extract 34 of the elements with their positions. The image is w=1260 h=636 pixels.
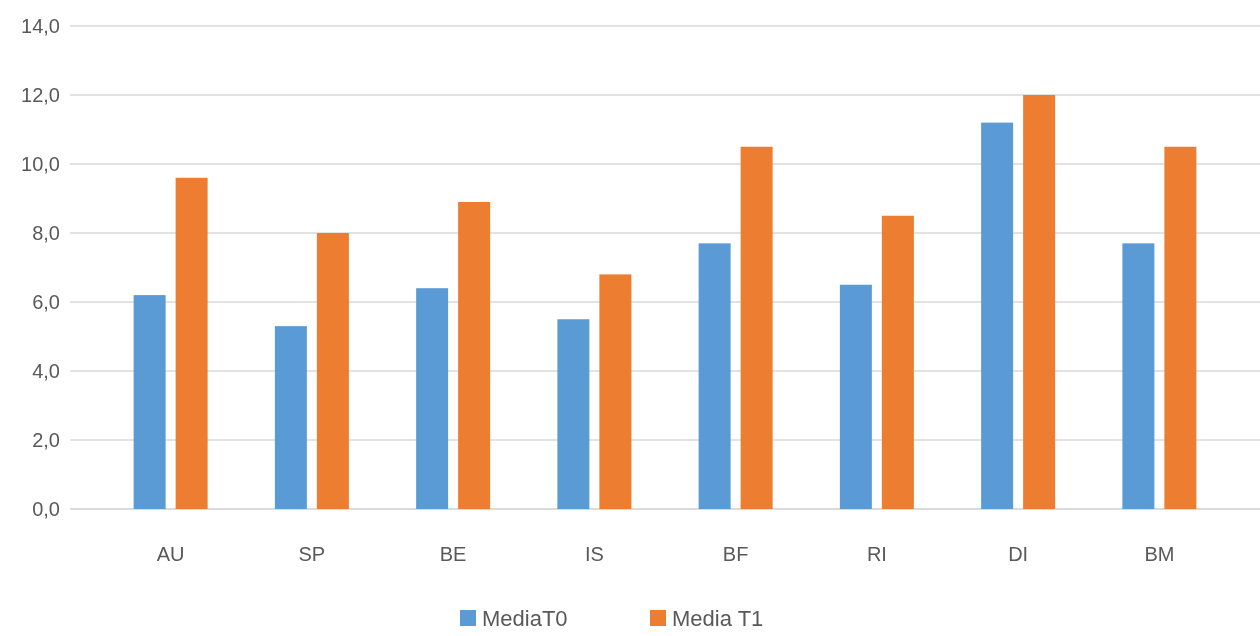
- bar: [458, 201, 491, 509]
- x-tick-label: BM: [1144, 543, 1175, 565]
- bar: [839, 284, 872, 509]
- legend-label: MediaT0: [482, 606, 568, 631]
- x-tick-label: AU: [156, 543, 185, 565]
- x-tick-label: DI: [1008, 543, 1029, 565]
- bar: [316, 233, 349, 509]
- y-tick-label: 0,0: [32, 498, 60, 520]
- bar: [881, 215, 914, 509]
- y-tick-label: 12,0: [21, 84, 60, 106]
- bar: [981, 122, 1014, 509]
- bar: [416, 288, 449, 509]
- legend-label: Media T1: [672, 606, 764, 631]
- x-tick-label: RI: [866, 543, 887, 565]
- x-tick-label: BF: [722, 543, 749, 565]
- bar: [133, 295, 166, 509]
- x-tick-label: SP: [298, 543, 326, 565]
- bar: [274, 326, 307, 509]
- bar: [1023, 95, 1056, 509]
- x-tick-label: IS: [584, 543, 604, 565]
- y-tick-label: 10,0: [21, 153, 60, 175]
- bar: [1122, 243, 1155, 509]
- y-tick-label: 6,0: [32, 291, 60, 313]
- bar: [175, 177, 208, 509]
- bar: [740, 146, 773, 509]
- bar: [698, 243, 731, 509]
- y-tick-label: 4,0: [32, 360, 60, 382]
- y-tick-label: 8,0: [32, 222, 60, 244]
- bar: [1164, 146, 1197, 509]
- bar: [557, 319, 590, 509]
- y-tick-label: 14,0: [21, 15, 60, 37]
- bar: [599, 274, 632, 509]
- y-tick-label: 2,0: [32, 429, 60, 451]
- x-tick-label: BE: [439, 543, 467, 565]
